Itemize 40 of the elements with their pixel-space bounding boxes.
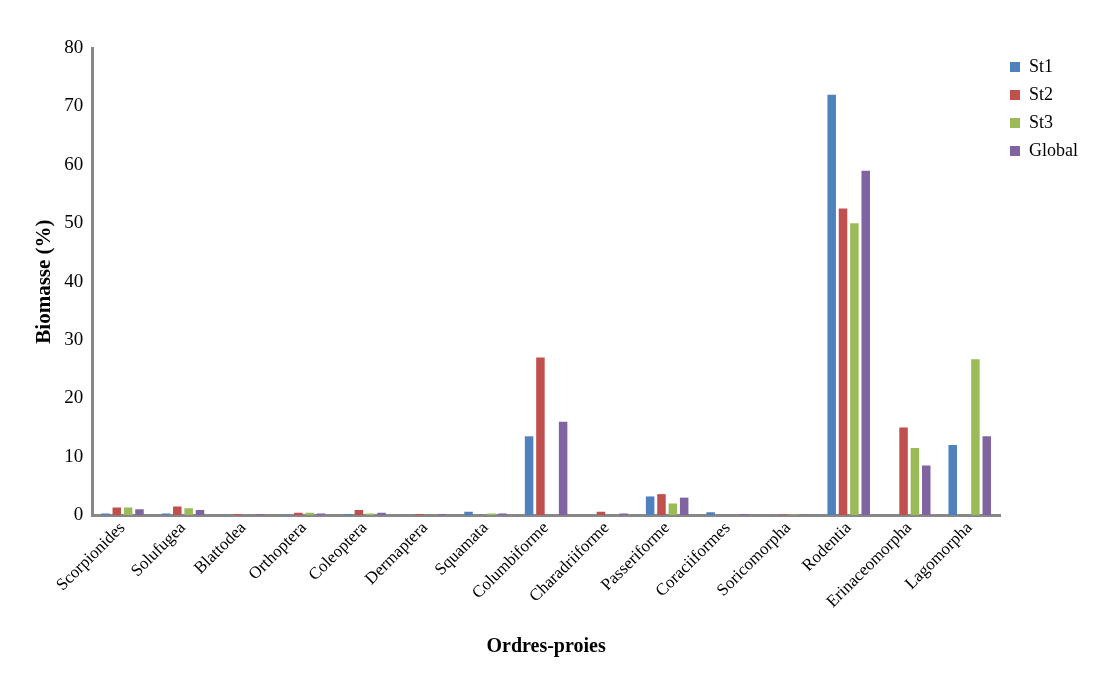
bar <box>184 508 193 516</box>
bar <box>305 512 314 516</box>
y-tick-label: 0 <box>73 503 84 525</box>
bar <box>948 445 957 516</box>
legend-label: St1 <box>1029 55 1054 76</box>
legend-label: Global <box>1029 139 1079 160</box>
y-tick-label: 30 <box>64 327 84 349</box>
y-tick-label: 50 <box>64 211 84 233</box>
bar <box>861 170 870 516</box>
legend-label: St3 <box>1029 111 1054 132</box>
bar <box>922 465 931 516</box>
y-tick-label: 80 <box>64 35 84 57</box>
bar <box>645 496 655 516</box>
bar <box>657 494 666 516</box>
bar <box>464 511 473 516</box>
bar <box>536 357 545 516</box>
bar <box>850 223 859 516</box>
bar <box>982 436 992 516</box>
bar <box>910 447 920 516</box>
y-tick-label: 20 <box>64 386 84 408</box>
y-axis-title: Biomasse (%) <box>31 219 56 344</box>
bar <box>173 506 182 516</box>
bar <box>706 512 715 516</box>
bar <box>558 421 568 516</box>
bar <box>524 436 534 516</box>
legend-label: St2 <box>1029 83 1054 104</box>
bar <box>971 359 980 516</box>
y-tick-label: 60 <box>64 152 84 174</box>
bar <box>294 512 303 516</box>
bar <box>838 208 848 516</box>
bar <box>827 94 836 516</box>
y-tick-label: 70 <box>64 94 84 116</box>
x-axis-title: Ordres-proies <box>486 634 606 658</box>
bar <box>668 503 678 516</box>
bar <box>377 512 386 516</box>
bar <box>679 497 689 516</box>
y-tick-label: 10 <box>64 444 84 466</box>
bar <box>135 509 144 516</box>
bar <box>899 427 908 516</box>
y-tick-label: 40 <box>64 269 84 291</box>
